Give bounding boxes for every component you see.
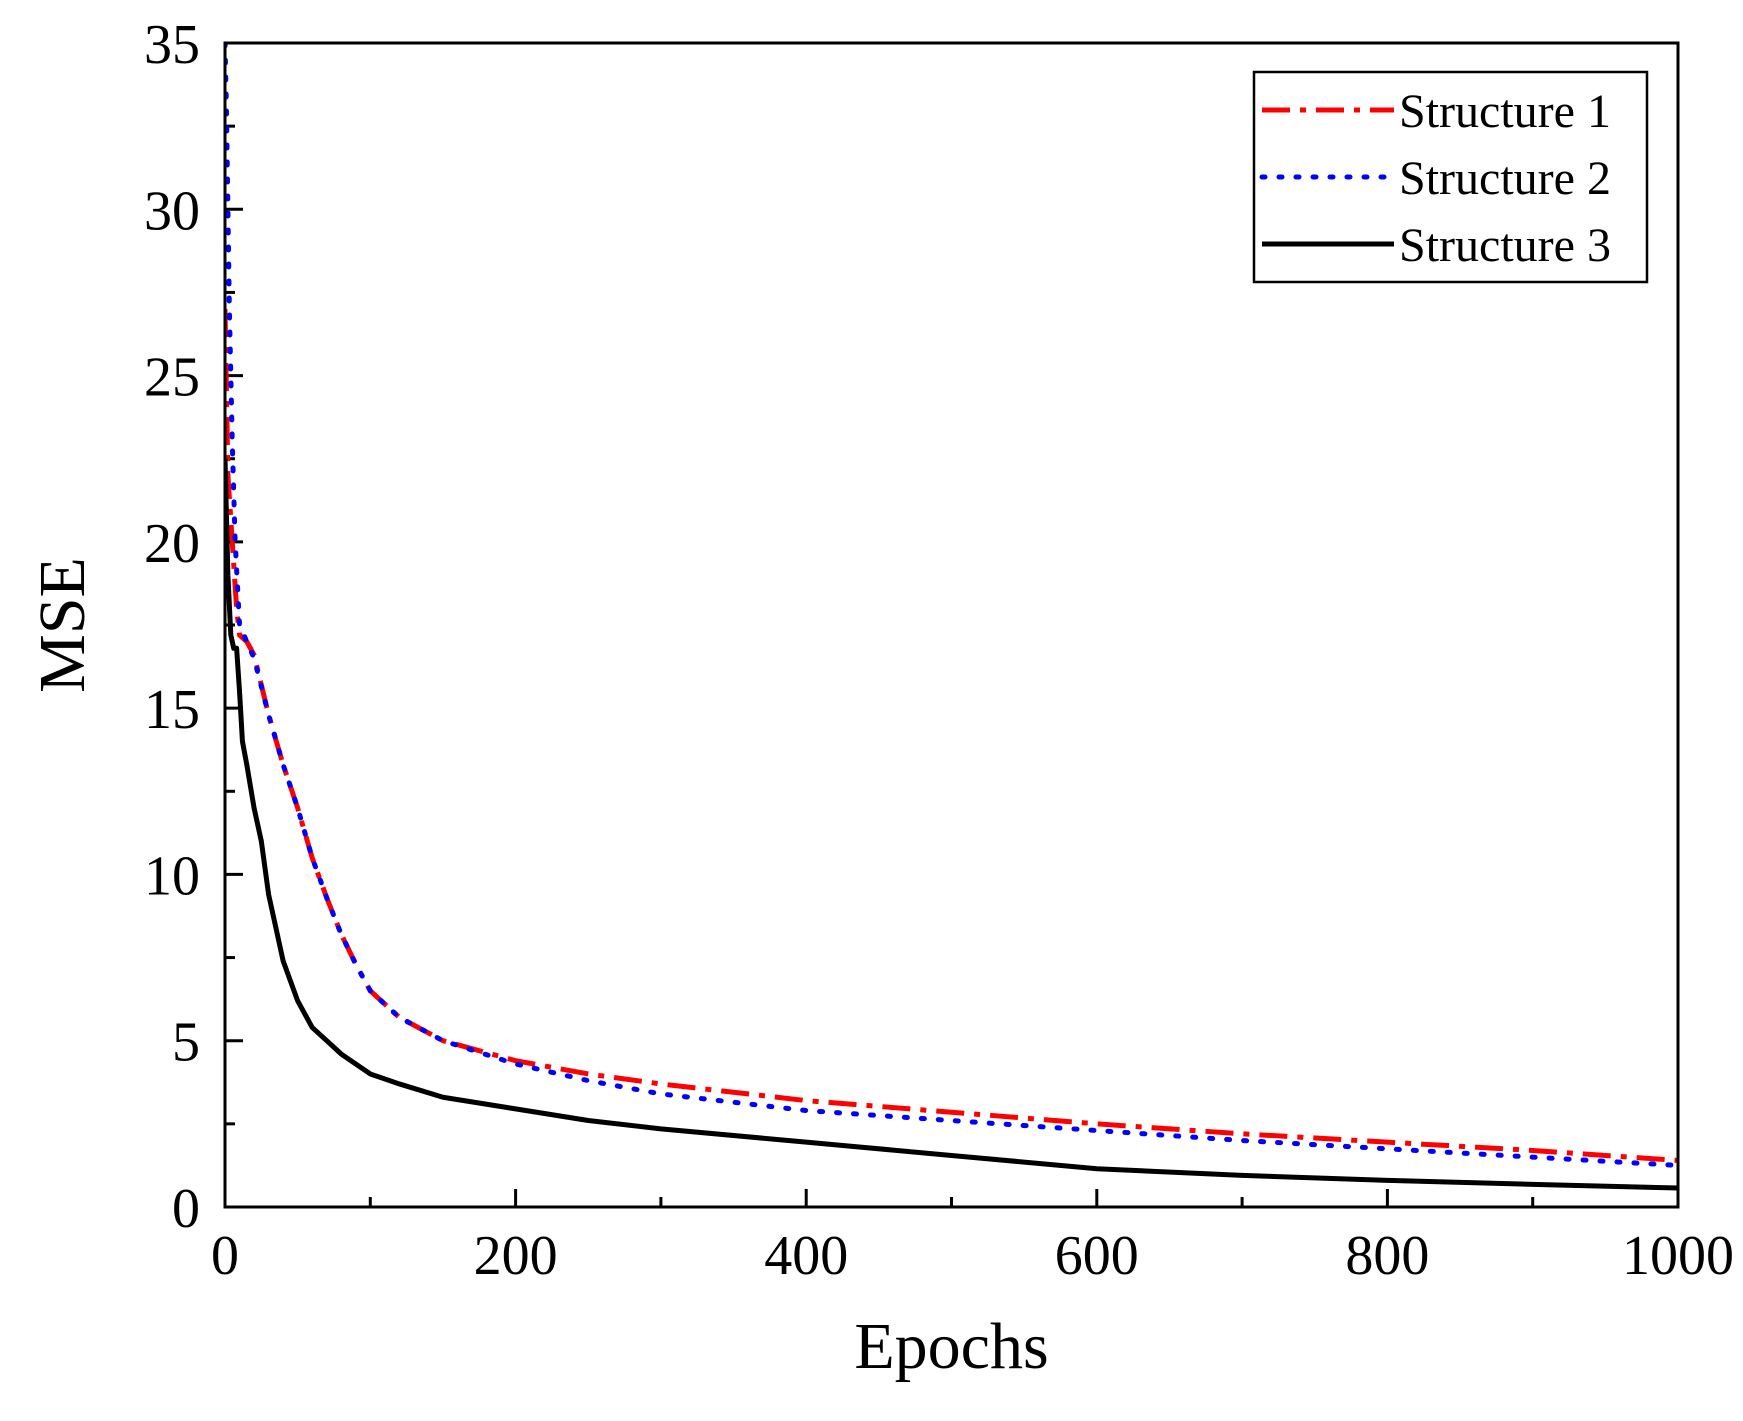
legend-label-2: Structure 2	[1399, 152, 1611, 205]
legend-label-3: Structure 3	[1399, 219, 1611, 272]
legend: Structure 1 Structure 2 Structure 3	[1252, 70, 1649, 284]
legend-box	[1252, 70, 1649, 284]
x-tick-label: 200	[474, 1225, 558, 1287]
series-line-3	[225, 458, 1678, 1191]
legend-label-1: Structure 1	[1399, 85, 1611, 138]
x-tick-label: 1000	[1622, 1225, 1734, 1287]
y-tick-label: 10	[144, 845, 200, 907]
legend-item-2: Structure 2	[1259, 152, 1611, 205]
y-tick-label: 5	[172, 1012, 200, 1074]
y-tick-label: 0	[172, 1178, 200, 1240]
series-layer	[225, 43, 1678, 1191]
x-tick-label: 400	[764, 1225, 848, 1287]
legend-item-3: Structure 3	[1262, 219, 1611, 272]
y-tick-label: 15	[144, 679, 200, 741]
x-axis-title: Epochs	[854, 1310, 1048, 1383]
legend-item-1: Structure 1	[1262, 85, 1611, 138]
y-tick-label: 30	[144, 180, 200, 242]
y-tick-label: 20	[144, 513, 200, 575]
y-tick-label: 35	[144, 14, 200, 76]
x-tick-label: 0	[211, 1225, 239, 1287]
y-axis-title: MSE	[26, 557, 99, 693]
y-tick-label: 25	[144, 347, 200, 409]
y-tick-labels: 0 5 10 15 20 25 30 35	[144, 14, 200, 1240]
x-tick-label: 800	[1345, 1225, 1429, 1287]
plot-frame	[223, 41, 1680, 1209]
legend-items: Structure 1 Structure 2 Structure 3	[1259, 85, 1611, 272]
x-tick-label: 600	[1055, 1225, 1139, 1287]
series-line-1	[225, 309, 1678, 1163]
x-tick-labels: 0 200 400 600 800 1000	[211, 1225, 1734, 1287]
